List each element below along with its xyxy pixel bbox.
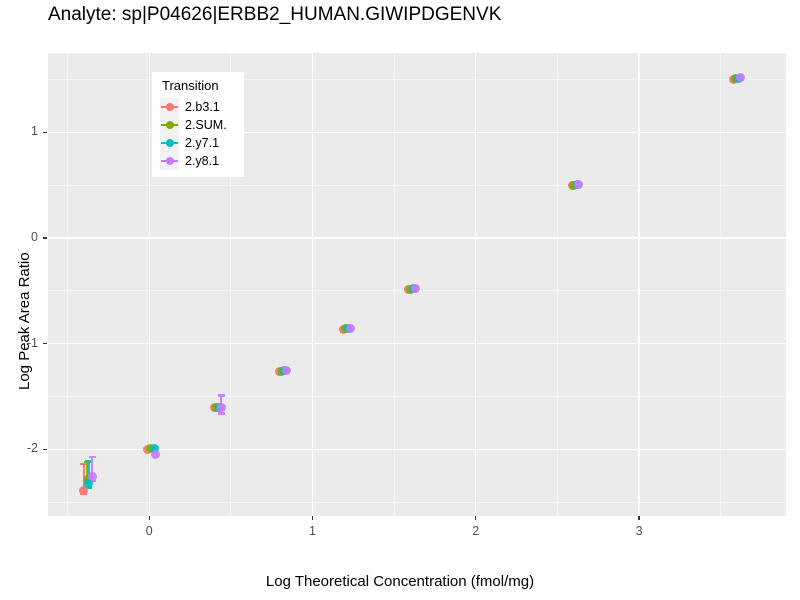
legend-label: 2.SUM. [185,118,227,132]
gridline-minor-x [230,53,232,516]
x-tick-label: 0 [145,524,153,538]
legend-item[interactable]: 2.b3.1 [160,98,236,116]
gridline-major-y [48,237,786,239]
gridline-major-y [48,448,786,451]
gridline-minor-y [48,78,786,80]
legend-key-2.b3.1 [160,98,179,116]
gridline-major-x [475,53,477,516]
error-bar [86,462,89,484]
legend-key-2.y7.1 [160,134,179,152]
legend-key-2.y8.1 [160,152,179,170]
data-point [216,402,226,412]
legend-item[interactable]: 2.SUM. [160,116,236,134]
legend-key-2.SUM. [160,116,179,134]
x-tick-mark [475,516,477,520]
y-tick-label: -1 [26,335,38,350]
legend-title: Transition [162,78,219,93]
y-tick-label: -2 [26,441,38,456]
gridline-minor-y [48,396,786,397]
x-tick-mark [638,516,640,520]
gridline-minor-y [48,184,786,186]
y-tick-label: 1 [31,124,38,139]
page-title: Analyte: sp|P04626|ERBB2_HUMAN.GIWIPDGEN… [48,4,502,25]
y-tick-label: 0 [31,229,38,244]
y-axis-title: Log Peak Area Ratio [16,252,33,390]
legend: Transition 2.b3.1 2.SUM. 2.y7.1 2.y8.1 [152,72,244,177]
legend-item[interactable]: 2.y8.1 [160,152,236,170]
data-point [151,450,161,460]
data-point [410,284,420,294]
data-point [87,472,97,482]
data-point [79,486,89,496]
x-tick-label: 3 [635,524,643,538]
gridline-minor-x [393,53,395,516]
data-point [84,478,94,488]
error-bar-cap [85,459,93,463]
error-bar-cap [217,412,225,415]
legend-label: 2.y8.1 [185,154,220,168]
legend-items: 2.b3.1 2.SUM. 2.y7.1 2.y8.1 [160,98,236,170]
legend-label: 2.b3.1 [185,100,220,114]
error-bar-cap [217,394,225,397]
error-bar-cap [88,455,96,458]
gridline-minor-y [48,501,786,503]
y-tick-mark [43,343,47,345]
gridline-minor-x [556,53,558,516]
gridline-minor-x [67,53,69,516]
x-axis-title: Log Theoretical Concentration (fmol/mg) [265,573,535,590]
data-point [574,179,584,189]
y-tick-mark [43,237,47,239]
gridline-major-y [48,342,786,345]
x-tick-label: 2 [472,524,480,538]
y-tick-mark [43,131,47,133]
gridline-minor-x [720,53,722,516]
gridline-major-x [638,53,640,516]
error-bar-cap [80,463,88,466]
x-tick-label: 1 [309,524,316,538]
error-bar [90,456,94,482]
y-tick-mark [43,448,47,451]
x-tick-mark [311,516,314,520]
data-point [281,365,291,375]
gridline-major-y [48,131,786,133]
x-tick-mark [148,516,150,520]
data-point [149,443,159,453]
data-point [735,72,745,82]
legend-label: 2.y7.1 [185,136,220,150]
data-point [345,324,355,334]
gridline-major-x [148,53,150,516]
gridline-major-x [311,53,314,516]
legend-item[interactable]: 2.y7.1 [160,134,236,152]
